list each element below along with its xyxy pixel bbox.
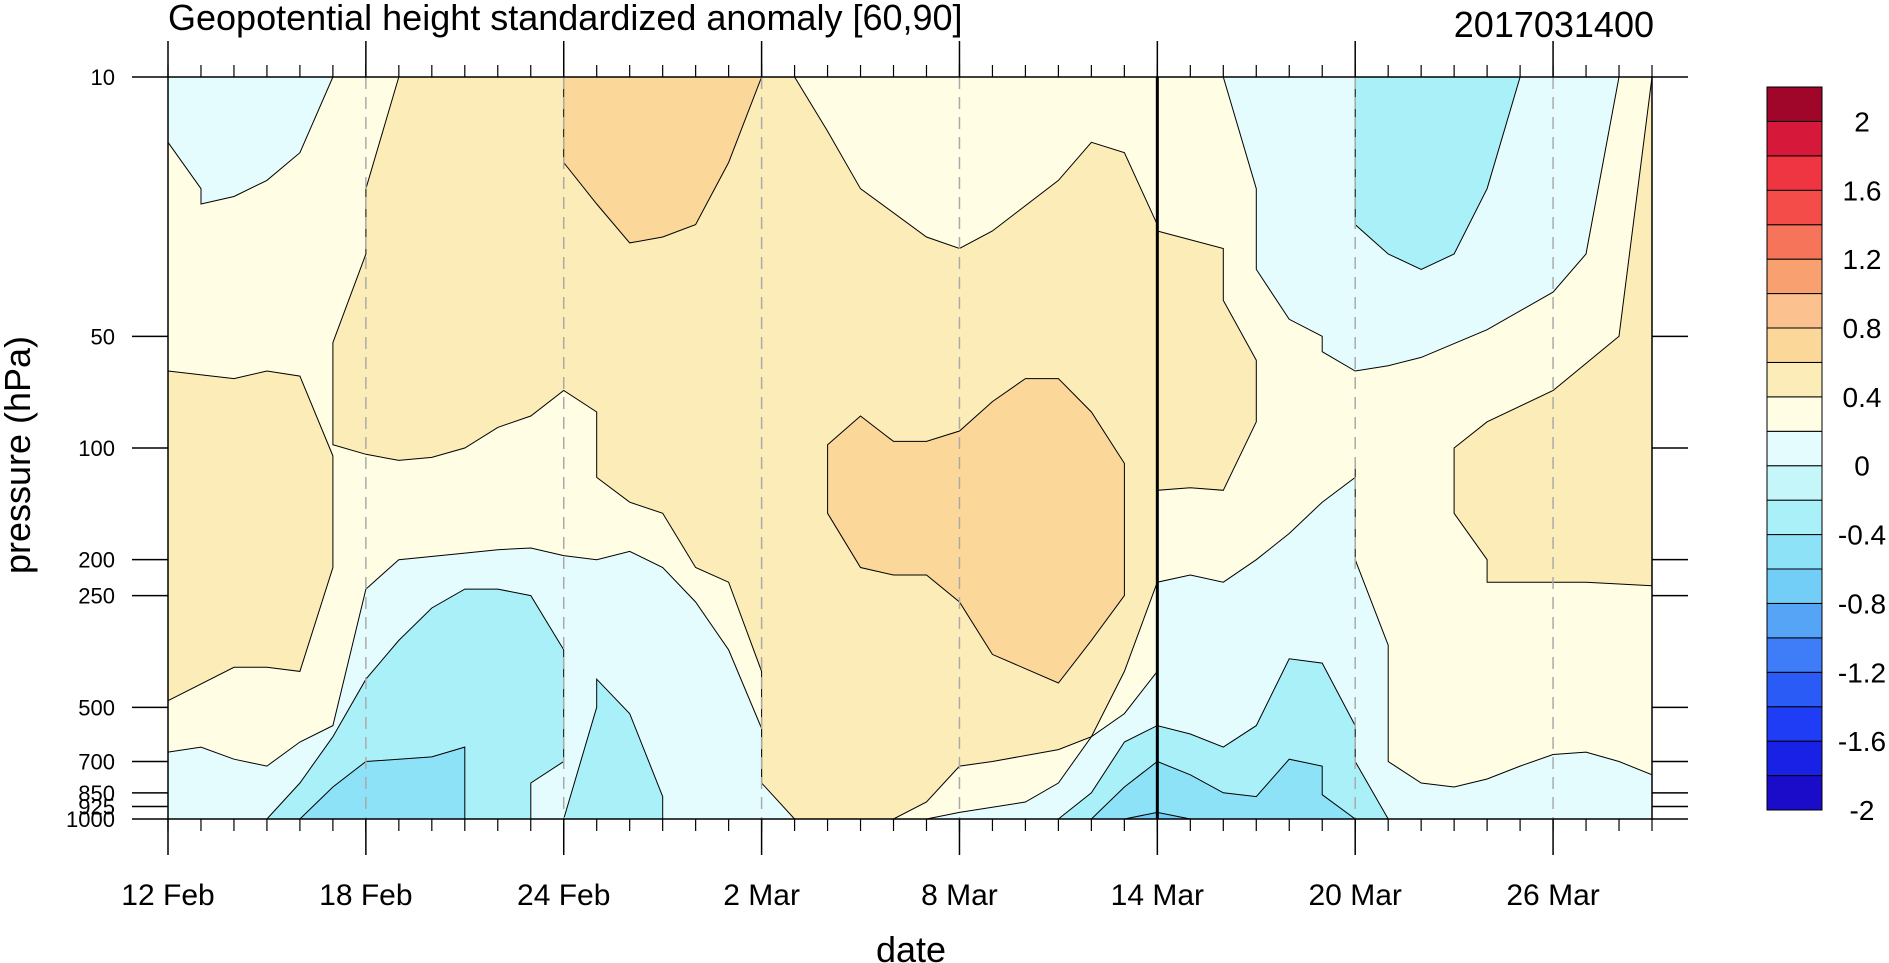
colorbar-swatch: [1766, 499, 1823, 536]
y-axis-label: pressure (hPa): [0, 336, 38, 574]
contour-fills: [167, 76, 1653, 820]
contour-region-4: [1156, 230, 1257, 491]
colorbar-label: -1.6: [1838, 726, 1886, 757]
y-tick-label: 10: [91, 65, 115, 90]
contour-region-10: [1354, 76, 1521, 270]
contour-region-14: [298, 746, 466, 820]
colorbar-label: -0.8: [1838, 588, 1886, 619]
colorbar-swatch: [1766, 671, 1823, 708]
date-label: 2017031400: [1454, 4, 1654, 45]
y-tick-label: 50: [91, 324, 115, 349]
y-tick-label: 250: [78, 584, 115, 609]
contour-region-11: [265, 588, 565, 820]
colorbar-swatch: [1766, 740, 1823, 777]
y-tick-label: 500: [78, 695, 115, 720]
contour-region-2: [563, 76, 763, 244]
colorbar-swatch: [1766, 568, 1823, 604]
colorbar-swatch: [1766, 86, 1823, 122]
colorbar: 2 1.6 1.2 0.8 0.4 0 -0.4 -0.8 -1.2 -1.6 -2: [1766, 86, 1886, 826]
x-tick-label: 26 Mar: [1506, 879, 1599, 912]
x-tick-label: 24 Feb: [517, 879, 610, 912]
colorbar-label: -1.2: [1838, 657, 1886, 688]
colorbar-swatch: [1766, 258, 1823, 295]
colorbar-swatch: [1766, 155, 1823, 191]
x-tick-label: 12 Feb: [121, 879, 214, 912]
contour-region-3: [827, 378, 1125, 684]
contour-region-9: [926, 463, 1653, 820]
colorbar-swatch: [1766, 189, 1823, 226]
x-axis-label: date: [876, 929, 946, 963]
colorbar-label: 1.2: [1843, 244, 1882, 275]
colorbar-label: 1.6: [1843, 175, 1882, 206]
colorbar-label: 2: [1854, 106, 1870, 137]
colorbar-swatch: [1766, 775, 1823, 811]
chart-title: Geopotential height standardized anomaly…: [168, 0, 963, 38]
contour-region-5: [1453, 76, 1653, 587]
colorbar-swatch: [1766, 602, 1823, 639]
colorbar-label: 0.8: [1843, 313, 1882, 344]
colorbar-swatch: [1766, 637, 1823, 673]
y-tick-label: 1000: [66, 807, 115, 832]
x-tick-label: 14 Mar: [1111, 879, 1204, 912]
contour-region-6: [167, 76, 334, 205]
colorbar-swatch: [1766, 120, 1823, 157]
colorbar-swatch: [1766, 465, 1823, 501]
colorbar-swatch: [1766, 396, 1823, 432]
colorbar-swatch: [1766, 293, 1823, 329]
x-tick-label: 8 Mar: [921, 879, 998, 912]
colorbar-label: -2: [1850, 795, 1875, 826]
x-tick-label: 18 Feb: [319, 879, 412, 912]
x-tick-label: 20 Mar: [1309, 879, 1402, 912]
x-tick-label: 2 Mar: [723, 879, 800, 912]
colorbar-swatch: [1766, 224, 1823, 260]
y-tick-label: 925: [78, 794, 115, 819]
contour-region-0: [167, 370, 334, 702]
colorbar-swatch: [1766, 430, 1823, 467]
colorbar-label: 0.4: [1843, 382, 1882, 413]
colorbar-swatch: [1766, 534, 1823, 570]
axes: 12 Feb 18 Feb 24 Feb 2 Mar 8 Mar 14 Mar 20 Mar…: [66, 41, 1688, 912]
colorbar-swatch: [1766, 706, 1823, 742]
y-tick-label: 850: [78, 781, 115, 806]
y-tick-label: 200: [78, 548, 115, 573]
colorbar-label: 0: [1854, 451, 1870, 482]
colorbar-swatch: [1766, 361, 1823, 398]
colorbar-label: -0.4: [1838, 520, 1886, 551]
colorbar-swatch: [1766, 327, 1823, 363]
y-tick-label: 100: [78, 436, 115, 461]
y-tick-label: 700: [78, 750, 115, 775]
